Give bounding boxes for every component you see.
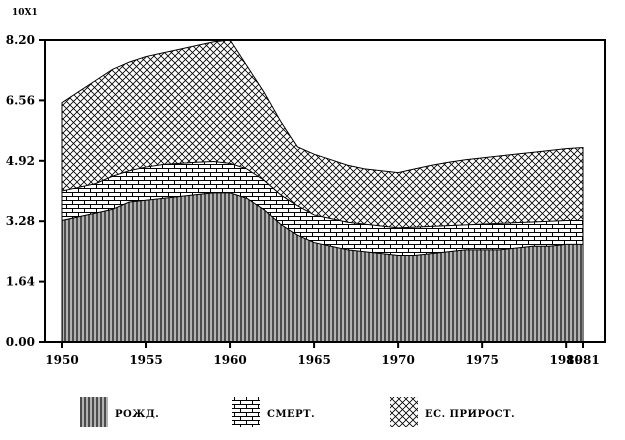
x-tick-label: 1960 xyxy=(213,353,246,367)
legend-label-1: РОЖД. xyxy=(115,409,159,420)
legend-swatch-2 xyxy=(232,397,260,427)
x-tick-label: 1970 xyxy=(381,353,414,367)
legend-swatch-1 xyxy=(80,397,108,427)
legend-label-2: СМЕРТ. xyxy=(267,409,315,420)
series-area-1 xyxy=(61,192,584,343)
x-tick-label: 1955 xyxy=(129,353,162,367)
y-tick-label: 4.92 xyxy=(6,154,35,168)
x-tick-label: 1975 xyxy=(465,353,498,367)
x-tick-label: 1981 xyxy=(566,353,599,367)
x-tick-label: 1950 xyxy=(45,353,78,367)
y-tick-label: 8.20 xyxy=(6,33,35,47)
legend-swatch-3 xyxy=(390,397,418,427)
y-scale-label: 10X1 xyxy=(12,8,38,18)
plot-frame xyxy=(44,39,606,343)
y-tick-label: 0.00 xyxy=(6,335,35,349)
x-tick-label: 1965 xyxy=(297,353,330,367)
legend: РОЖД. СМЕРТ. ЕС. ПРИРОСТ. xyxy=(80,397,515,427)
series-layer xyxy=(61,39,584,343)
y-tick-label: 6.56 xyxy=(6,93,35,107)
y-tick-label: 1.64 xyxy=(6,275,35,289)
legend-label-3: ЕС. ПРИРОСТ. xyxy=(425,409,515,420)
y-tick-label: 3.28 xyxy=(6,214,35,228)
x-tick-label: 1980 xyxy=(549,353,582,367)
y-axis-ticks: 0.00 1.64 3.28 4.92 6.56 8.20 xyxy=(6,33,45,349)
